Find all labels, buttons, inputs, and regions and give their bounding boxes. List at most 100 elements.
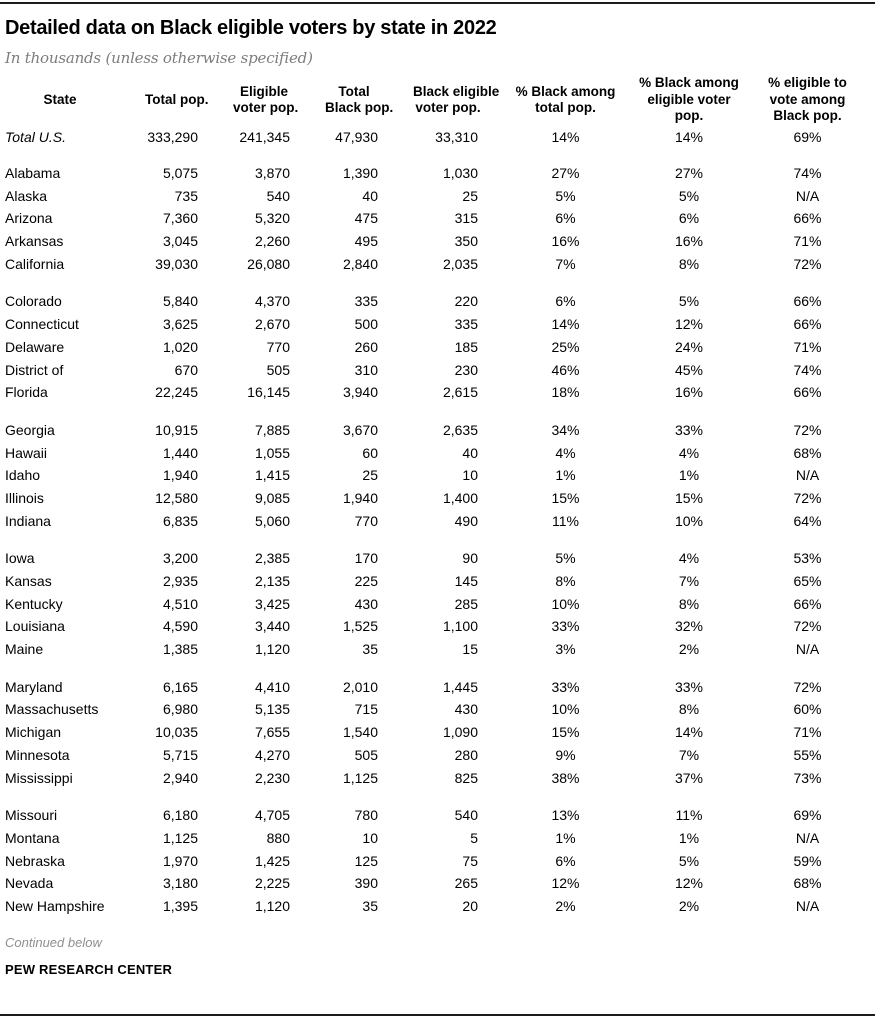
value-cell: 670 <box>174 361 198 378</box>
value-cell: 770 <box>354 512 378 529</box>
table-row: Nebraska 1,970 1,425 125 75 6% 5% 59% <box>5 849 865 872</box>
value-cell: 430 <box>354 595 378 612</box>
value-cell: 315 <box>454 210 478 227</box>
value-cell: 25% <box>551 338 580 355</box>
value-cell: 1,120 <box>254 641 290 658</box>
state-cell: Colorado <box>5 293 62 310</box>
spacer-cell <box>5 275 865 290</box>
column-header-pct-black-total-pop: % Black among total pop. <box>515 83 616 116</box>
value-cell: 7% <box>678 746 700 763</box>
data-table: State Total pop. Eligible voter pop. Tot… <box>5 74 865 917</box>
state-cell: Florida <box>5 384 48 401</box>
value-cell: 4,370 <box>254 293 290 310</box>
source-label: PEW RESEARCH CENTER <box>5 962 173 978</box>
value-cell: 69% <box>793 129 822 146</box>
value-cell: 1,030 <box>442 165 478 182</box>
table-row: California 39,030 26,080 2,840 2,035 7% 8% 72% <box>5 252 865 275</box>
column-header-pct-black-eligible-voter-pop: % Black among eligible voter pop. <box>639 75 739 124</box>
state-row-group: Georgia 10,915 7,885 3,670 2,635 34% 33% 72% Haw… <box>5 404 865 532</box>
value-cell: 9% <box>555 746 576 763</box>
value-cell: 540 <box>454 807 478 824</box>
value-cell: 90 <box>462 550 478 567</box>
value-cell: 73% <box>793 769 822 786</box>
value-cell: 72% <box>793 678 822 695</box>
table-row: Missouri 6,180 4,705 780 540 13% 11% 69% <box>5 804 865 827</box>
value-cell: 2,035 <box>442 255 478 272</box>
value-cell: 71% <box>793 724 822 741</box>
value-cell: 5% <box>678 187 700 204</box>
value-cell: 72% <box>793 255 822 272</box>
table-row: Alaska 735 540 40 25 5% 5% N/A <box>5 184 865 207</box>
value-cell: 2,635 <box>442 421 478 438</box>
state-cell: Montana <box>5 829 60 846</box>
value-cell: 6,980 <box>162 701 198 718</box>
value-cell: 66% <box>793 210 822 227</box>
value-cell: 2,135 <box>254 573 290 590</box>
value-cell: 66% <box>793 595 822 612</box>
value-cell: 1,125 <box>162 829 198 846</box>
value-cell: 8% <box>678 595 700 612</box>
value-cell: 390 <box>354 875 378 892</box>
value-cell: 2,385 <box>254 550 290 567</box>
value-cell: 3,625 <box>162 316 198 333</box>
value-cell: 6,180 <box>162 807 198 824</box>
value-cell: 71% <box>793 338 822 355</box>
value-cell: 33% <box>551 678 580 695</box>
value-cell: 7,655 <box>254 724 290 741</box>
value-cell: N/A <box>795 187 820 204</box>
table-row: Iowa 3,200 2,385 170 90 5% 4% 53% <box>5 547 865 570</box>
state-cell: Kansas <box>5 573 52 590</box>
value-cell: N/A <box>795 829 820 846</box>
value-cell: 1,385 <box>162 641 198 658</box>
value-cell: 14% <box>674 129 704 146</box>
value-cell: 24% <box>674 338 704 355</box>
value-cell: 6% <box>678 210 700 227</box>
table-row: Montana 1,125 880 10 5 1% 1% N/A <box>5 827 865 850</box>
value-cell: 540 <box>266 187 290 204</box>
table-row: Mississippi 2,940 2,230 1,125 825 38% 37% 73% <box>5 766 865 789</box>
value-cell: 13% <box>551 807 580 824</box>
value-cell: 38% <box>551 769 580 786</box>
value-cell: 69% <box>793 807 822 824</box>
value-cell: 6% <box>555 210 576 227</box>
value-cell: 335 <box>454 316 478 333</box>
value-cell: 33% <box>551 618 580 635</box>
value-cell: 1% <box>678 829 700 846</box>
value-cell: 5,060 <box>254 512 290 529</box>
value-cell: 4,270 <box>254 746 290 763</box>
value-cell: 770 <box>266 338 290 355</box>
value-cell: 59% <box>793 852 822 869</box>
value-cell: 55% <box>793 746 822 763</box>
state-cell: Mississippi <box>5 769 73 786</box>
value-cell: 12% <box>551 875 580 892</box>
value-cell: 45% <box>674 361 704 378</box>
value-cell: 1,445 <box>442 678 478 695</box>
value-cell: 10 <box>462 467 478 484</box>
value-cell: 15% <box>551 724 580 741</box>
value-cell: 4,590 <box>162 618 198 635</box>
table-row: Indiana 6,835 5,060 770 490 11% 10% 64% <box>5 509 865 532</box>
value-cell: 170 <box>354 550 378 567</box>
value-cell: 310 <box>354 361 378 378</box>
table-row: Michigan 10,035 7,655 1,540 1,090 15% 14% 71% <box>5 721 865 744</box>
value-cell: 1,970 <box>162 852 198 869</box>
value-cell: 72% <box>793 421 822 438</box>
value-cell: 735 <box>174 187 198 204</box>
table-row: Maine 1,385 1,120 35 15 3% 2% N/A <box>5 638 865 661</box>
value-cell: 225 <box>354 573 378 590</box>
value-cell: 2,615 <box>442 384 478 401</box>
value-cell: 880 <box>266 829 290 846</box>
value-cell: 66% <box>793 316 822 333</box>
table-row: Kentucky 4,510 3,425 430 285 10% 8% 66% <box>5 592 865 615</box>
value-cell: 11% <box>675 807 703 824</box>
value-cell: 3,200 <box>162 550 198 567</box>
value-cell: 25 <box>362 467 378 484</box>
table-row: Louisiana 4,590 3,440 1,525 1,100 33% 32% 72% <box>5 615 865 638</box>
state-cell: Maryland <box>5 678 63 695</box>
value-cell: 5,075 <box>162 165 198 182</box>
value-cell: 18% <box>551 384 580 401</box>
spacer-cell <box>5 149 865 162</box>
table-row: District of 670 505 310 230 46% 45% 74% <box>5 358 865 381</box>
state-cell: Georgia <box>5 421 55 438</box>
state-cell: Nebraska <box>5 852 65 869</box>
